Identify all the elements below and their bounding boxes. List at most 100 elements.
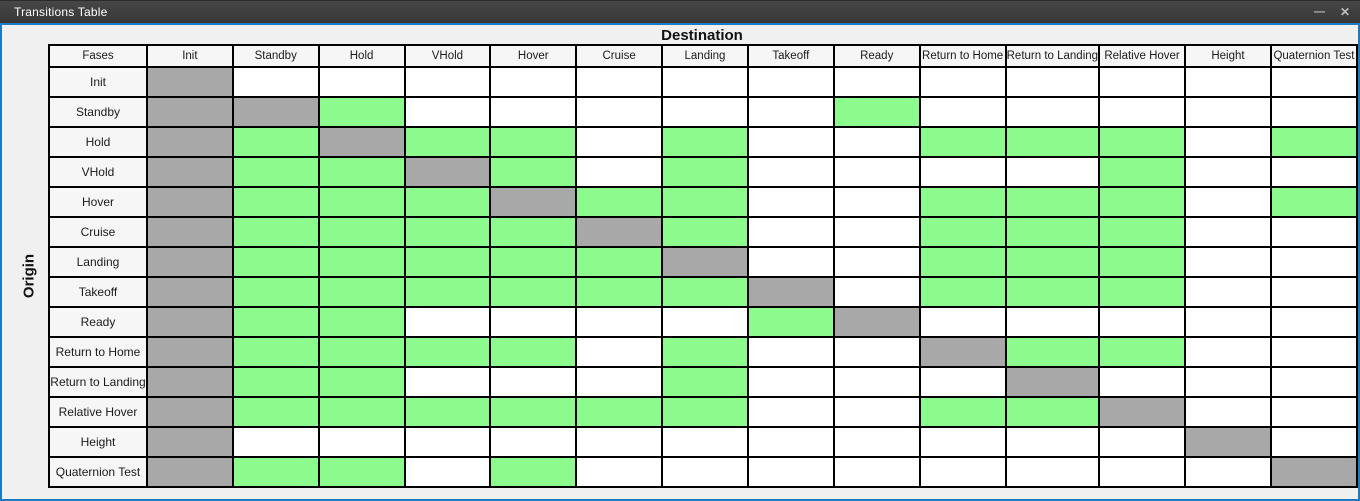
cell-takeoff-height (1184, 276, 1272, 308)
cell-ready-takeoff (746, 306, 835, 338)
cell-relative-hover-height (1184, 396, 1272, 428)
cell-cruise-standby (231, 216, 320, 248)
cell-quaternion-test-cruise (575, 456, 664, 488)
cell-return-to-landing-hold (317, 366, 406, 398)
cell-return-to-home-relative-hover (1098, 336, 1187, 368)
cell-height-return-to-landing (1004, 426, 1101, 458)
cell-hold-height (1184, 126, 1272, 158)
cell-takeoff-standby (231, 276, 320, 308)
cell-hold-takeoff (746, 126, 835, 158)
table-row-ready: Ready (48, 306, 1359, 338)
cell-init-vhold (403, 66, 492, 98)
cell-vhold-return-to-home (918, 156, 1007, 188)
cell-init-landing (661, 66, 749, 98)
cell-hold-init (145, 126, 234, 158)
cell-relative-hover-takeoff (746, 396, 835, 428)
cell-relative-hover-init (145, 396, 234, 428)
cell-standby-height (1184, 96, 1272, 128)
cell-cruise-return-to-landing (1004, 216, 1101, 248)
cell-hover-relative-hover (1098, 186, 1187, 218)
cell-landing-vhold (403, 246, 492, 278)
cell-landing-standby (231, 246, 320, 278)
cell-return-to-home-ready (832, 336, 921, 368)
cell-relative-hover-return-to-landing (1004, 396, 1101, 428)
cell-init-hold (317, 66, 406, 98)
cell-cruise-landing (661, 216, 749, 248)
cell-landing-hover (489, 246, 578, 278)
cell-ready-relative-hover (1098, 306, 1187, 338)
cell-height-standby (231, 426, 320, 458)
cell-quaternion-test-takeoff (746, 456, 835, 488)
cell-relative-hover-quaternion-test (1269, 396, 1359, 428)
cell-relative-hover-landing (661, 396, 749, 428)
cell-quaternion-test-hover (489, 456, 578, 488)
cell-landing-init (145, 246, 234, 278)
cell-hold-hover (489, 126, 578, 158)
row-header-return-to-landing: Return to Landing (48, 366, 148, 398)
cell-init-return-to-home (918, 66, 1007, 98)
cell-takeoff-landing (661, 276, 749, 308)
column-header-quaternion-test: Quaternion Test (1269, 44, 1359, 68)
cell-hover-height (1184, 186, 1272, 218)
cell-ready-cruise (575, 306, 664, 338)
cell-hover-return-to-home (918, 186, 1007, 218)
row-header-quaternion-test: Quaternion Test (48, 456, 148, 488)
cell-cruise-hold (317, 216, 406, 248)
cell-hover-hold (317, 186, 406, 218)
cell-return-to-home-return-to-home (918, 336, 1007, 368)
window-controls: — ✕ (1314, 6, 1350, 18)
cell-hold-landing (661, 126, 749, 158)
cell-return-to-landing-standby (231, 366, 320, 398)
cell-return-to-landing-height (1184, 366, 1272, 398)
minimize-icon[interactable]: — (1313, 5, 1325, 18)
cell-height-ready (832, 426, 921, 458)
cell-return-to-landing-cruise (575, 366, 664, 398)
cell-landing-quaternion-test (1269, 246, 1359, 278)
cell-standby-ready (832, 96, 921, 128)
cell-quaternion-test-relative-hover (1098, 456, 1187, 488)
cell-hold-return-to-landing (1004, 126, 1101, 158)
cell-ready-standby (231, 306, 320, 338)
row-header-landing: Landing (48, 246, 148, 278)
cell-vhold-init (145, 156, 234, 188)
row-header-ready: Ready (48, 306, 148, 338)
table-row-return-to-home: Return to Home (48, 336, 1359, 368)
table-row-height: Height (48, 426, 1359, 458)
table-row-return-to-landing: Return to Landing (48, 366, 1359, 398)
cell-vhold-hover (489, 156, 578, 188)
cell-ready-ready (832, 306, 921, 338)
cell-init-takeoff (746, 66, 835, 98)
cell-quaternion-test-init (145, 456, 234, 488)
cell-return-to-landing-return-to-home (918, 366, 1007, 398)
cell-hold-quaternion-test (1269, 126, 1359, 158)
cell-init-hover (489, 66, 578, 98)
cell-takeoff-ready (832, 276, 921, 308)
cell-landing-height (1184, 246, 1272, 278)
cell-relative-hover-relative-hover (1098, 396, 1187, 428)
cell-height-cruise (575, 426, 664, 458)
close-icon[interactable]: ✕ (1339, 5, 1350, 19)
cell-hover-landing (661, 186, 749, 218)
cell-vhold-takeoff (746, 156, 835, 188)
cell-cruise-return-to-home (918, 216, 1007, 248)
cell-hold-ready (832, 126, 921, 158)
table-row-standby: Standby (48, 96, 1359, 128)
row-header-standby: Standby (48, 96, 148, 128)
cell-hover-ready (832, 186, 921, 218)
row-header-takeoff: Takeoff (48, 276, 148, 308)
cell-relative-hover-standby (231, 396, 320, 428)
cell-takeoff-hover (489, 276, 578, 308)
cell-relative-hover-cruise (575, 396, 664, 428)
cell-standby-hold (317, 96, 406, 128)
row-header-return-to-home: Return to Home (48, 336, 148, 368)
cell-hover-init (145, 186, 234, 218)
table-row-init: Init (48, 66, 1359, 98)
titlebar: Transitions Table — ✕ (0, 0, 1360, 23)
cell-ready-hover (489, 306, 578, 338)
cell-hover-vhold (403, 186, 492, 218)
cell-landing-hold (317, 246, 406, 278)
cell-relative-hover-vhold (403, 396, 492, 428)
cell-standby-relative-hover (1098, 96, 1187, 128)
cell-height-hold (317, 426, 406, 458)
